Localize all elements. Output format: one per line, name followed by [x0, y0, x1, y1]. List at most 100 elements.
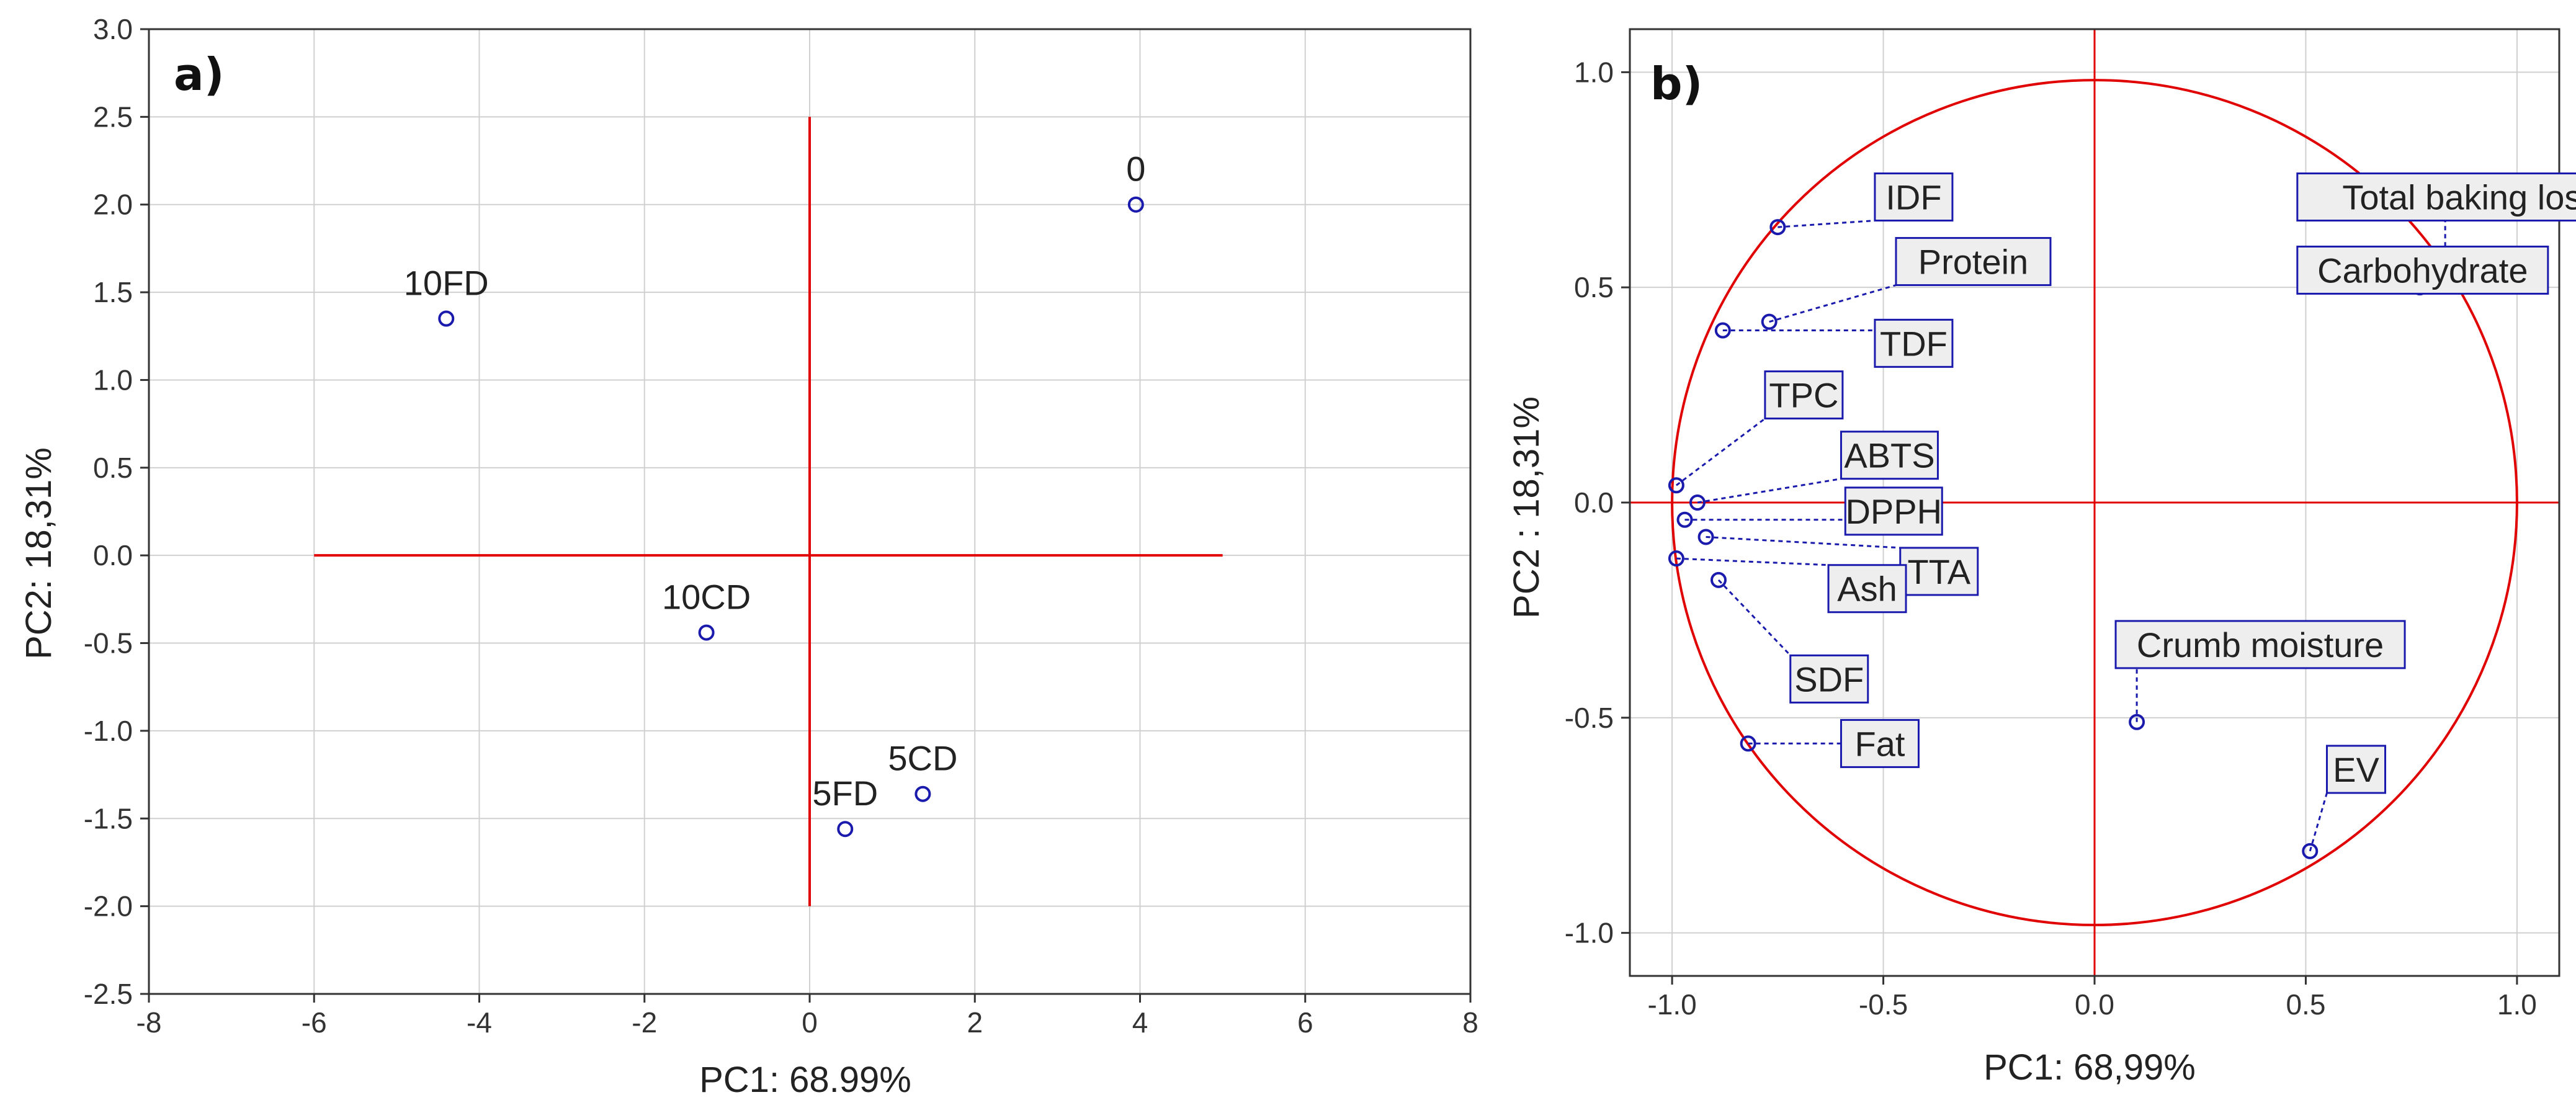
panel-b-letter: b) [1650, 58, 1702, 110]
panel-b-variable-label: DPPH [1845, 492, 1942, 531]
panel-b-variable-marker [1710, 571, 1727, 588]
panel-b-loadings-plot: -1.0 -0.5 0.0 0.5 1.0 -1.0 -0.5 0.0 0.5 1.0 IDF P… [1506, 28, 2576, 1088]
panel-a-y-tick-label: -1.5 [84, 802, 133, 834]
panel-b-x-tick-label: 0.5 [2286, 988, 2325, 1021]
panel-a-x-tick-label: -4 [467, 1006, 492, 1039]
panel-b-label-box [2296, 245, 2549, 295]
panel-b-label-box [1899, 547, 1979, 596]
panel-b-variable-marker [2129, 713, 2145, 730]
panel-b-label-box [1840, 431, 1939, 480]
panel-b-y-tick-label: 1.0 [1574, 56, 1614, 88]
panel-b-y-tick-label: -1.0 [1565, 917, 1614, 949]
panel-b-x-tick-label: -1.0 [1647, 988, 1696, 1021]
panel-b-leader-line [1778, 220, 1876, 228]
panel-a-point-marker [1127, 196, 1144, 213]
panel-b-variable-marker [1676, 511, 1693, 528]
panel-b-variable-label: TPC [1769, 376, 1838, 415]
panel-b-variable-label: EV [2333, 750, 2379, 789]
panel-b-variable-marker [1689, 494, 1706, 511]
panel-a-point-marker [915, 785, 931, 802]
panel-b-variable-label: Fat [1854, 724, 1905, 763]
panel-b-variable-marker [1769, 219, 1786, 236]
panel-a-reference-lines [314, 117, 1223, 906]
panel-a-y-tick-label: 0.0 [93, 539, 133, 571]
panel-b-label-box [1874, 172, 1954, 222]
panel-b-x-tick-label: 1.0 [2497, 988, 2537, 1021]
panel-b-variable-label: Ash [1837, 570, 1897, 609]
panel-b-leader-line [1676, 557, 1829, 566]
panel-a-y-tick-label: 2.0 [93, 189, 133, 221]
panel-b-x-ticks: -1.0 -0.5 0.0 0.5 1.0 [1647, 976, 2537, 1021]
panel-b-x-tick-label: 0.0 [2075, 988, 2114, 1021]
panel-b-variable-label: TTA [1907, 552, 1970, 591]
panel-a-y-tick-label: 1.0 [93, 364, 133, 396]
panel-b-variable-marker [1740, 735, 1756, 752]
panel-a-y-tick-label: -2.0 [84, 890, 133, 923]
panel-b-y-tick-label: 0.0 [1574, 486, 1614, 519]
panel-a-x-tick-label: -8 [136, 1006, 162, 1039]
panel-b-y-axis-title: PC2 : 18,31% [1506, 396, 1547, 619]
panel-b-variable-marker [1668, 477, 1684, 494]
panel-b-x-axis-title: PC1: 68,99% [1983, 1047, 2196, 1088]
panel-a-point-marker [438, 310, 455, 327]
panel-b-unit-circle-and-axes [1630, 29, 2559, 976]
panel-a-point-label: 10CD [662, 578, 751, 617]
panel-a-point-marker [698, 624, 715, 641]
panel-b-label-box [2326, 745, 2386, 794]
panel-b-x-tick-label: -0.5 [1859, 988, 1908, 1021]
panel-b-y-tick-label: 0.5 [1574, 271, 1614, 303]
panel-b-label-box [1844, 486, 1943, 536]
panel-b-variable-marker [1714, 322, 1731, 339]
panel-b-y-tick-label: -0.5 [1565, 702, 1614, 734]
panel-a-x-tick-label: 6 [1297, 1006, 1313, 1039]
panel-a-y-tick-label: -2.5 [84, 978, 133, 1010]
panel-b-variable-label: Total baking loss [2342, 178, 2576, 217]
panel-a-point-label: 5CD [888, 739, 957, 778]
panel-a-point-label: 10FD [404, 264, 489, 303]
panel-a-points: 0 10FD 10CD 5CD 5FD [404, 150, 1145, 838]
panel-a-y-tick-label: -1.0 [84, 715, 133, 747]
panel-a-y-axis-title: PC2: 18,31% [19, 447, 59, 660]
panel-b-y-ticks: -1.0 -0.5 0.0 0.5 1.0 [1565, 56, 1630, 949]
panel-b-leader-line [1769, 284, 1897, 323]
panel-a-x-tick-label: -6 [302, 1006, 327, 1039]
panel-a-x-tick-label: 2 [967, 1006, 983, 1039]
panel-a-y-tick-label: 3.0 [93, 13, 133, 45]
panel-b-leader-line [1717, 579, 1791, 656]
panel-b-label-box [2114, 620, 2406, 669]
panel-b-leader-line [2309, 792, 2328, 852]
panel-b-label-box [1764, 370, 1844, 420]
panel-b-label-box [1874, 318, 1954, 368]
panel-b-variable-label: Carbohydrate [2317, 251, 2528, 290]
panel-b-variable-label: Protein [1918, 243, 2028, 282]
panel-b-variable-marker [1761, 313, 1778, 330]
panel-b-variable-marker [2302, 843, 2319, 859]
panel-a-y-tick-label: 1.5 [93, 276, 133, 308]
panel-b-variable-label: IDF [1885, 178, 1941, 217]
panel-b-variable-label: ABTS [1844, 436, 1934, 475]
panel-a-scores-plot: -8 -6 -4 -2 0 2 4 6 8 -2.5 -2.0 -1.5 -1.0 -0.5 0.0 0.5… [19, 13, 1478, 1100]
panel-a-x-axis-title: PC1: 68.99% [699, 1060, 911, 1100]
panel-a-y-tick-label: 0.5 [93, 452, 133, 484]
panel-b-variable-label: Crumb moisture [2137, 625, 2384, 664]
panel-a-x-ticks: -8 -6 -4 -2 0 2 4 6 8 [136, 994, 1478, 1039]
panel-b-label-box [1789, 654, 1869, 704]
panel-a-point-label: 5FD [812, 774, 878, 813]
panel-a-x-tick-label: 8 [1462, 1006, 1478, 1039]
panel-b-variable-label: TDF [1880, 324, 1948, 363]
panel-b-leader-line [1697, 478, 1841, 504]
panel-b-label-box [1827, 564, 1907, 614]
panel-b-variable-marker [1668, 550, 1684, 567]
panel-b-variable-marker [1697, 529, 1714, 545]
panel-b-label-box [1895, 237, 2052, 287]
panel-b-label-box [1840, 718, 1920, 768]
panel-a-x-tick-label: 0 [802, 1006, 818, 1039]
panel-b-variable-label: SDF [1794, 660, 1864, 699]
panel-a-x-tick-label: 4 [1132, 1006, 1148, 1039]
panel-a-letter: a) [174, 48, 225, 101]
panel-b-label-box [2296, 172, 2576, 222]
panel-a-y-ticks: -2.5 -2.0 -1.5 -1.0 -0.5 0.0 0.5 1.0 1.5 2.0 2.5 3.… [84, 13, 149, 1010]
